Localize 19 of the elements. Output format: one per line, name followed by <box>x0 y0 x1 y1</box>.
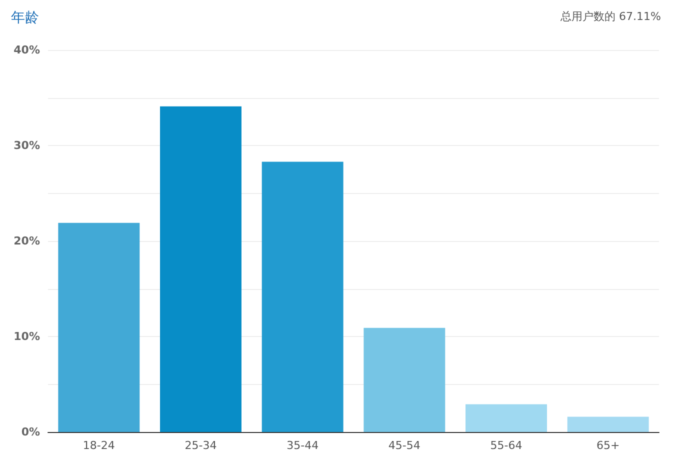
x-tick-label: 55-64 <box>490 439 522 452</box>
x-tick-label: 65+ <box>596 439 620 452</box>
chart-subtitle: 总用户数的 67.11% <box>560 10 662 23</box>
bar <box>466 404 547 432</box>
bar <box>262 162 344 432</box>
y-tick-label: 20% <box>14 234 40 248</box>
x-tick-label: 35-44 <box>286 439 319 452</box>
bar <box>567 416 649 432</box>
chart-title: 年龄 <box>11 10 39 26</box>
y-tick-label: 30% <box>14 139 40 152</box>
x-tick-label: 18-24 <box>82 439 115 452</box>
x-tick-label: 25-34 <box>184 439 217 452</box>
y-tick-label: 10% <box>14 330 40 343</box>
x-tick-label: 45-54 <box>388 439 420 452</box>
y-tick-label: 0% <box>21 426 40 438</box>
bar <box>58 222 140 432</box>
y-tick-label: 40% <box>14 44 40 56</box>
bar <box>364 328 446 432</box>
bar <box>160 106 242 432</box>
